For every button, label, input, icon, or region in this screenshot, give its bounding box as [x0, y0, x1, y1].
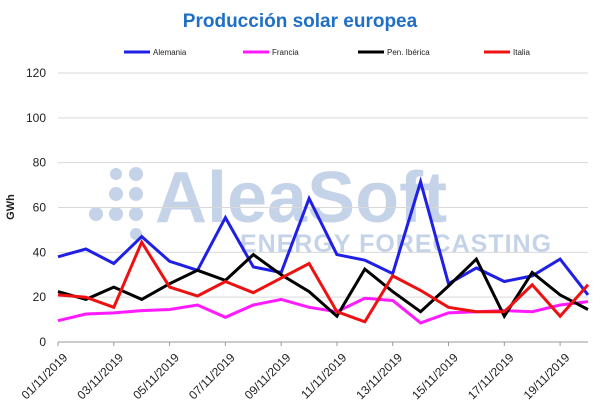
series-line-italia: [57, 238, 590, 324]
legend-label: Pen. Ibérica: [387, 48, 430, 57]
legend-label: Francia: [272, 48, 299, 57]
y-tick-label: 40: [33, 245, 47, 259]
x-tick-label: 03/11/2019: [74, 350, 126, 402]
series-lines: [57, 176, 590, 325]
y-axis-ticks: 0 20 40 60 80 100 120: [26, 66, 46, 349]
x-tick-label: 05/11/2019: [130, 350, 182, 402]
legend-label: Italia: [513, 48, 530, 57]
y-tick-label: 100: [26, 111, 46, 125]
x-axis-ticks: 01/11/2019 03/11/2019 05/11/2019 07/11/2019…: [19, 342, 573, 402]
chart-title: Producción solar europea: [183, 11, 418, 32]
x-tick-label: 07/11/2019: [186, 350, 238, 402]
legend: Alemania Francia Pen. Ibérica Italia: [124, 48, 530, 57]
x-tick-label: 13/11/2019: [353, 350, 405, 402]
x-tick-label: 01/11/2019: [19, 350, 71, 402]
series-line-alemania: [57, 176, 590, 296]
x-tick-label: 17/11/2019: [465, 350, 517, 402]
watermark: AleaSoft ENERGY FORECASTING: [89, 158, 551, 258]
y-tick-label: 20: [33, 290, 47, 304]
watermark-main-text: AleaSoft: [155, 158, 447, 238]
x-tick-label: 15/11/2019: [409, 350, 461, 402]
y-tick-label: 120: [26, 66, 46, 80]
y-tick-label: 80: [33, 156, 47, 170]
x-tick-label: 19/11/2019: [521, 350, 573, 402]
series-line-pen-ib-rica: [57, 252, 589, 320]
legend-label: Alemania: [153, 48, 187, 57]
y-tick-label: 60: [33, 201, 47, 215]
x-tick-label: 11/11/2019: [298, 350, 349, 401]
y-axis-label: GWh: [5, 194, 17, 220]
y-tick-label: 0: [39, 335, 46, 349]
watermark-logo-icon: [89, 167, 143, 240]
x-tick-label: 09/11/2019: [242, 350, 294, 402]
